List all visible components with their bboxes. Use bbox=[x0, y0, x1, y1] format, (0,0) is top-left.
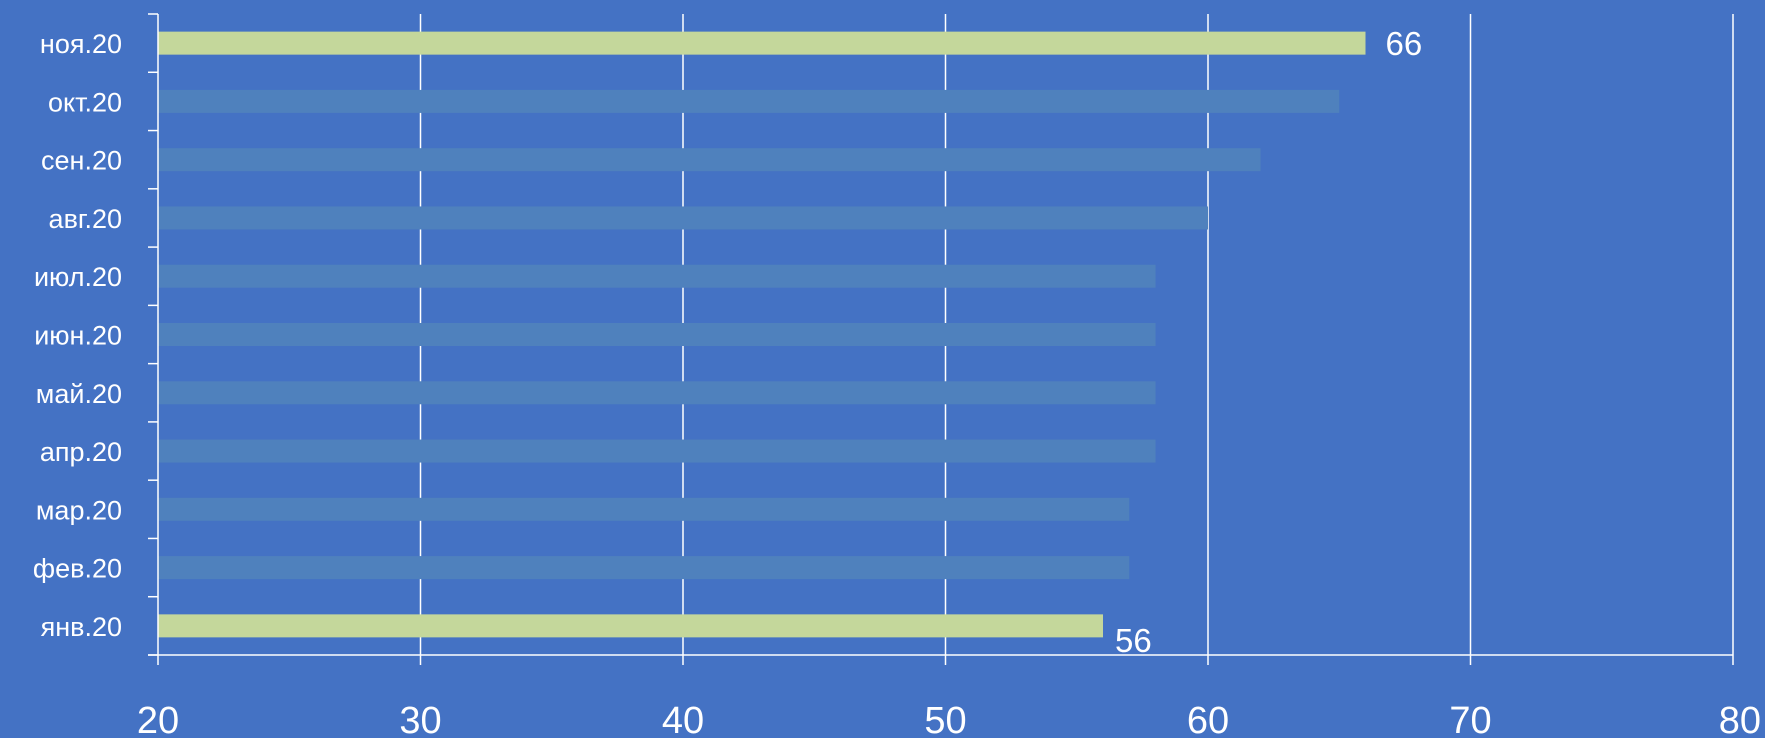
bar-июн.20 bbox=[158, 323, 1156, 346]
category-label-фев.20: фев.20 bbox=[33, 554, 122, 584]
category-label-авг.20: авг.20 bbox=[49, 204, 122, 234]
category-label-ноя.20: ноя.20 bbox=[40, 29, 122, 59]
category-label-окт.20: окт.20 bbox=[48, 87, 122, 117]
category-label-май.20: май.20 bbox=[36, 379, 122, 409]
bar-фев.20 bbox=[158, 556, 1130, 580]
bar-май.20 bbox=[158, 381, 1156, 405]
bar-янв.20 bbox=[158, 614, 1103, 638]
bar-ноя.20 bbox=[158, 31, 1366, 55]
bar-июл.20 bbox=[158, 264, 1156, 288]
axes bbox=[148, 13, 1734, 665]
data-label-янв.20: 56 bbox=[1115, 622, 1152, 659]
category-label-сен.20: сен.20 bbox=[41, 146, 122, 176]
bar-мар.20 bbox=[158, 497, 1130, 521]
labels: 20 30 40 50 60 70 80 янв.20 56 фев.20 мар.20 апр.20… bbox=[33, 25, 1761, 738]
data-label-ноя.20: 66 bbox=[1386, 25, 1423, 62]
x-tick-label-20: 20 bbox=[137, 700, 179, 738]
x-tick-label-80: 80 bbox=[1719, 700, 1761, 738]
bar-сен.20 bbox=[158, 148, 1261, 172]
x-tick-label-50: 50 bbox=[924, 700, 966, 738]
x-tick-label-70: 70 bbox=[1449, 700, 1491, 738]
x-tick-label-40: 40 bbox=[662, 700, 704, 738]
category-label-апр.20: апр.20 bbox=[40, 437, 122, 467]
bar-апр.20 bbox=[158, 439, 1156, 463]
bars bbox=[158, 31, 1366, 638]
category-label-июн.20: июн.20 bbox=[34, 321, 122, 351]
x-tick-label-60: 60 bbox=[1187, 700, 1229, 738]
category-label-июл.20: июл.20 bbox=[34, 262, 122, 292]
bar-окт.20 bbox=[158, 89, 1340, 113]
category-label-мар.20: мар.20 bbox=[36, 495, 122, 525]
x-tick-label-30: 30 bbox=[399, 700, 441, 738]
category-label-янв.20: янв.20 bbox=[41, 612, 122, 642]
bar-авг.20 bbox=[158, 206, 1208, 230]
